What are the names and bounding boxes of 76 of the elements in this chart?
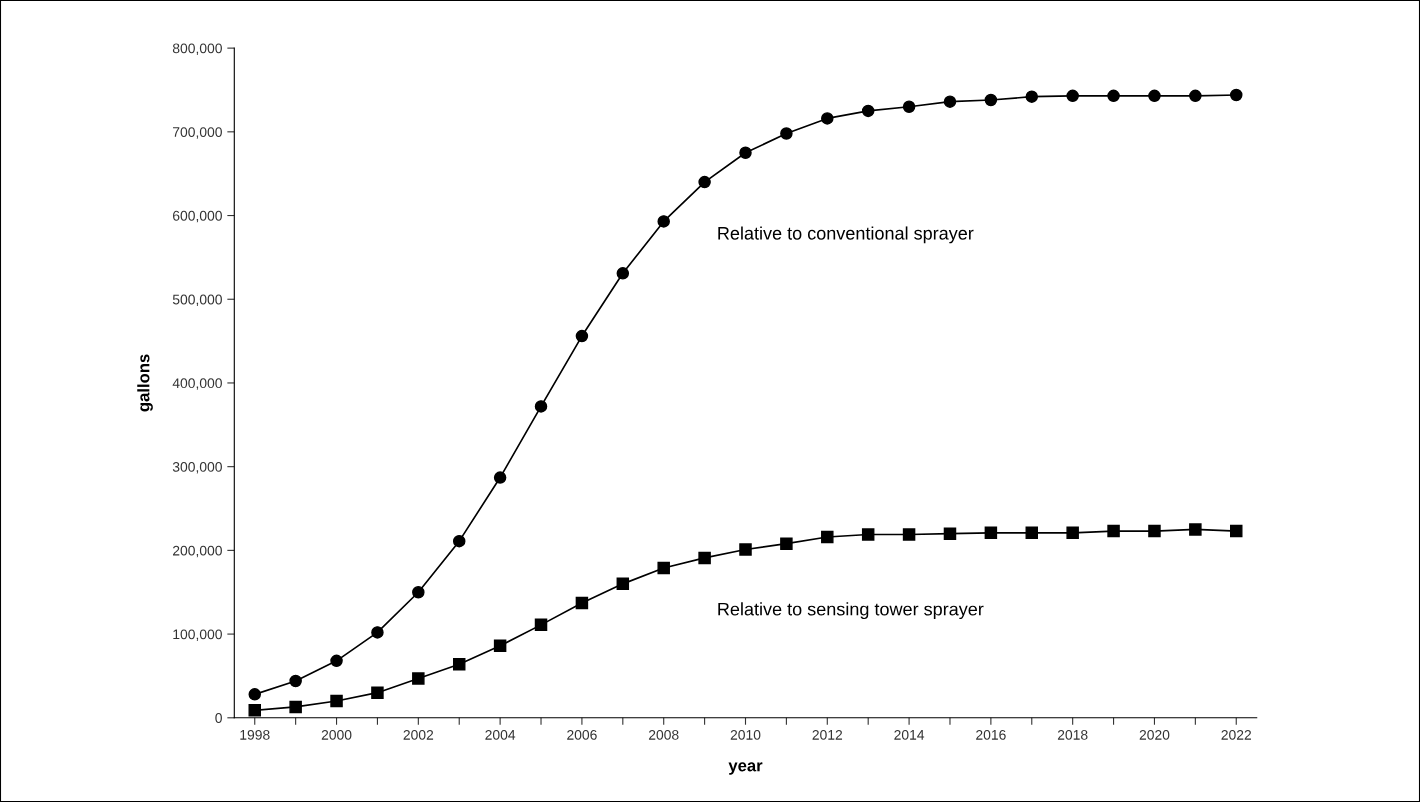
x-tick-label: 2004 (485, 729, 516, 740)
point (821, 112, 834, 125)
x-tick-label: 2010 (730, 729, 761, 740)
point (616, 577, 630, 591)
point (821, 530, 834, 544)
text: Relative to conventional sprayer (718, 226, 974, 244)
point (330, 694, 343, 708)
point (289, 674, 302, 688)
y-tick-label: 800,000 (172, 43, 222, 55)
point (248, 704, 261, 717)
point (575, 329, 589, 343)
point (698, 551, 711, 565)
text: Relative to sensing tower sprayer (718, 602, 984, 620)
point (534, 618, 548, 632)
y-tick-label: 200,000 (172, 545, 222, 558)
point (739, 146, 752, 160)
y-tick-label: 100,000 (173, 629, 222, 641)
y-tick-label: 300,000 (172, 462, 222, 474)
point (248, 688, 261, 701)
point (1148, 89, 1161, 103)
point (1230, 88, 1243, 102)
x-tick-label: 2020 (1139, 729, 1170, 740)
y-tick-label: 700,000 (173, 127, 222, 139)
point (861, 104, 875, 118)
x-tick-label: 2016 (976, 729, 1006, 740)
x-tick-label: 2012 (812, 729, 843, 740)
point (1107, 524, 1120, 538)
point (943, 95, 957, 108)
x-tick-label: 2008 (648, 729, 679, 740)
point (861, 528, 875, 541)
point (902, 528, 916, 541)
point (371, 626, 384, 639)
point (984, 526, 998, 540)
y-tick-label: 600,000 (173, 210, 222, 223)
x-axis-title: year (728, 762, 763, 775)
point (534, 400, 548, 413)
point (780, 537, 793, 550)
point (575, 596, 589, 610)
point (1189, 89, 1202, 103)
y-tick-label: 400,000 (172, 378, 222, 390)
point (739, 543, 752, 556)
point (780, 127, 793, 140)
y-tick-label: 500,000 (172, 294, 222, 307)
point (1025, 90, 1039, 103)
y-axis-title: gallons (137, 354, 153, 412)
point (1066, 89, 1079, 103)
y-tick-label: 0 (215, 713, 222, 723)
point (452, 657, 466, 671)
x-tick-label: 2002 (403, 729, 434, 740)
point (452, 534, 466, 548)
point (657, 215, 670, 228)
point (1230, 524, 1243, 538)
point (1025, 526, 1039, 540)
point (984, 93, 998, 107)
point (412, 672, 425, 685)
point (657, 561, 670, 575)
point (616, 267, 630, 280)
point (1189, 523, 1202, 536)
point (289, 700, 302, 714)
point (1107, 89, 1120, 103)
x-tick-label: 2000 (321, 729, 352, 740)
x-tick-label: 1998 (240, 729, 270, 740)
point (1148, 524, 1161, 538)
x-tick-label: 2022 (1221, 729, 1251, 740)
x-tick-label: 2006 (567, 729, 597, 740)
point (1066, 526, 1079, 540)
point (371, 686, 384, 699)
x-tick-label: 2018 (1057, 729, 1088, 740)
x-tick-label: 2014 (894, 729, 925, 740)
point (330, 654, 343, 668)
point (493, 639, 507, 653)
point (412, 585, 425, 599)
point (698, 175, 711, 189)
point (943, 527, 957, 540)
point (493, 471, 507, 484)
point (902, 100, 916, 113)
